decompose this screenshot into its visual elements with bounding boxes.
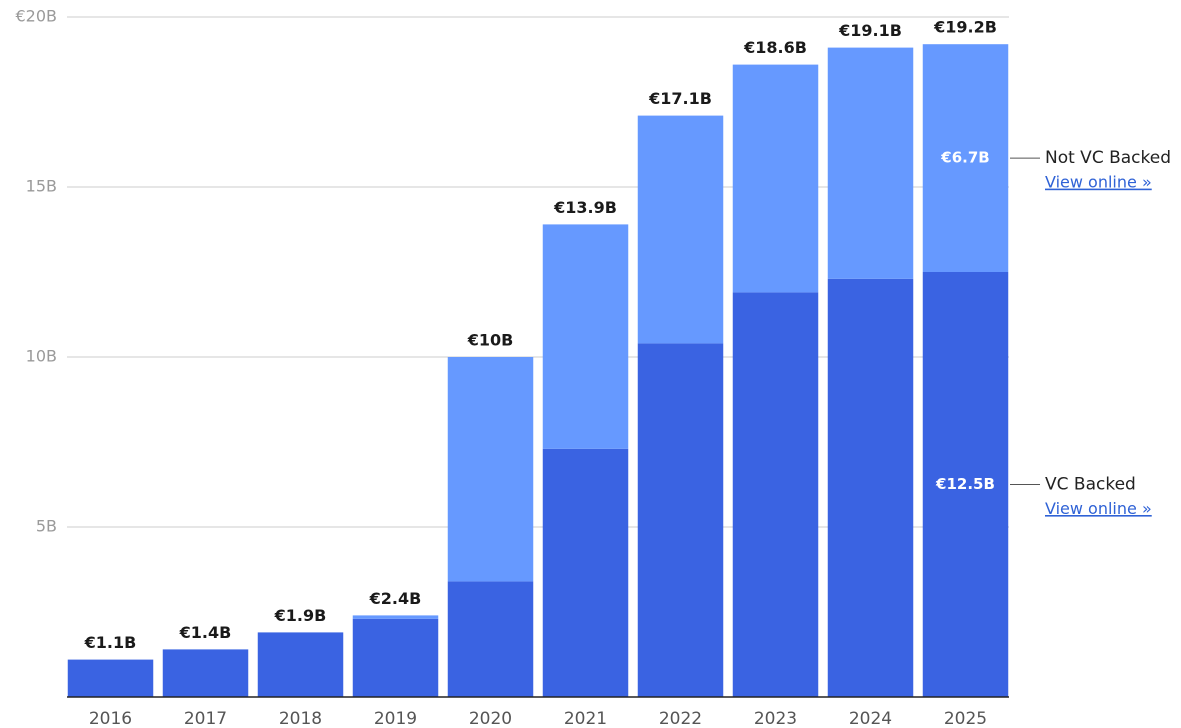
total-label: €19.1B [838, 21, 902, 40]
x-tick-label: 2018 [279, 709, 322, 728]
bar-segment [447, 357, 534, 582]
bar-segment [352, 618, 439, 697]
x-tick-label: 2016 [89, 709, 132, 728]
legend-label: VC Backed [1045, 475, 1136, 495]
x-tick-label: 2025 [944, 709, 987, 728]
x-tick-label: 2019 [374, 709, 417, 728]
bar-segment [542, 224, 629, 449]
bar-segment [922, 44, 1009, 273]
bar-segment [447, 581, 534, 697]
total-label: €2.4B [369, 589, 422, 608]
y-tick-label: €20B [15, 7, 57, 26]
x-tick-label: 2024 [849, 709, 892, 728]
bar-segment [827, 47, 914, 279]
total-label: €17.1B [648, 89, 712, 108]
legend-link[interactable]: View online » [1045, 499, 1152, 518]
y-tick-label: 10B [26, 347, 57, 366]
total-label: €1.9B [274, 606, 327, 625]
bar-segment [827, 278, 914, 697]
total-label: €18.6B [743, 38, 807, 57]
bar-segment [922, 272, 1009, 697]
total-label: €1.4B [179, 623, 232, 642]
total-label: €10B [467, 331, 514, 350]
bar-segment [257, 632, 344, 697]
segment-label: €6.7B [940, 149, 989, 167]
x-tick-label: 2017 [184, 709, 227, 728]
y-tick-label: 15B [26, 177, 57, 196]
bar-segment [732, 64, 819, 293]
total-label: €1.1B [84, 633, 137, 652]
bar-segment [67, 659, 154, 697]
legend-link[interactable]: View online » [1045, 173, 1152, 192]
x-tick-label: 2021 [564, 709, 607, 728]
bar-segment [162, 649, 249, 697]
x-tick-label: 2023 [754, 709, 797, 728]
bar-segment [542, 448, 629, 697]
x-tick-label: 2022 [659, 709, 702, 728]
segment-label: €12.5B [935, 475, 995, 493]
bar-segment [352, 615, 439, 619]
y-tick-label: 5B [36, 517, 57, 536]
x-tick-label: 2020 [469, 709, 512, 728]
total-label: €19.2B [933, 18, 997, 37]
legend-label: Not VC Backed [1045, 148, 1171, 168]
bar-segment [637, 115, 724, 344]
bar-segment [637, 343, 724, 697]
total-label: €13.9B [553, 198, 617, 217]
bar-segment [732, 292, 819, 697]
